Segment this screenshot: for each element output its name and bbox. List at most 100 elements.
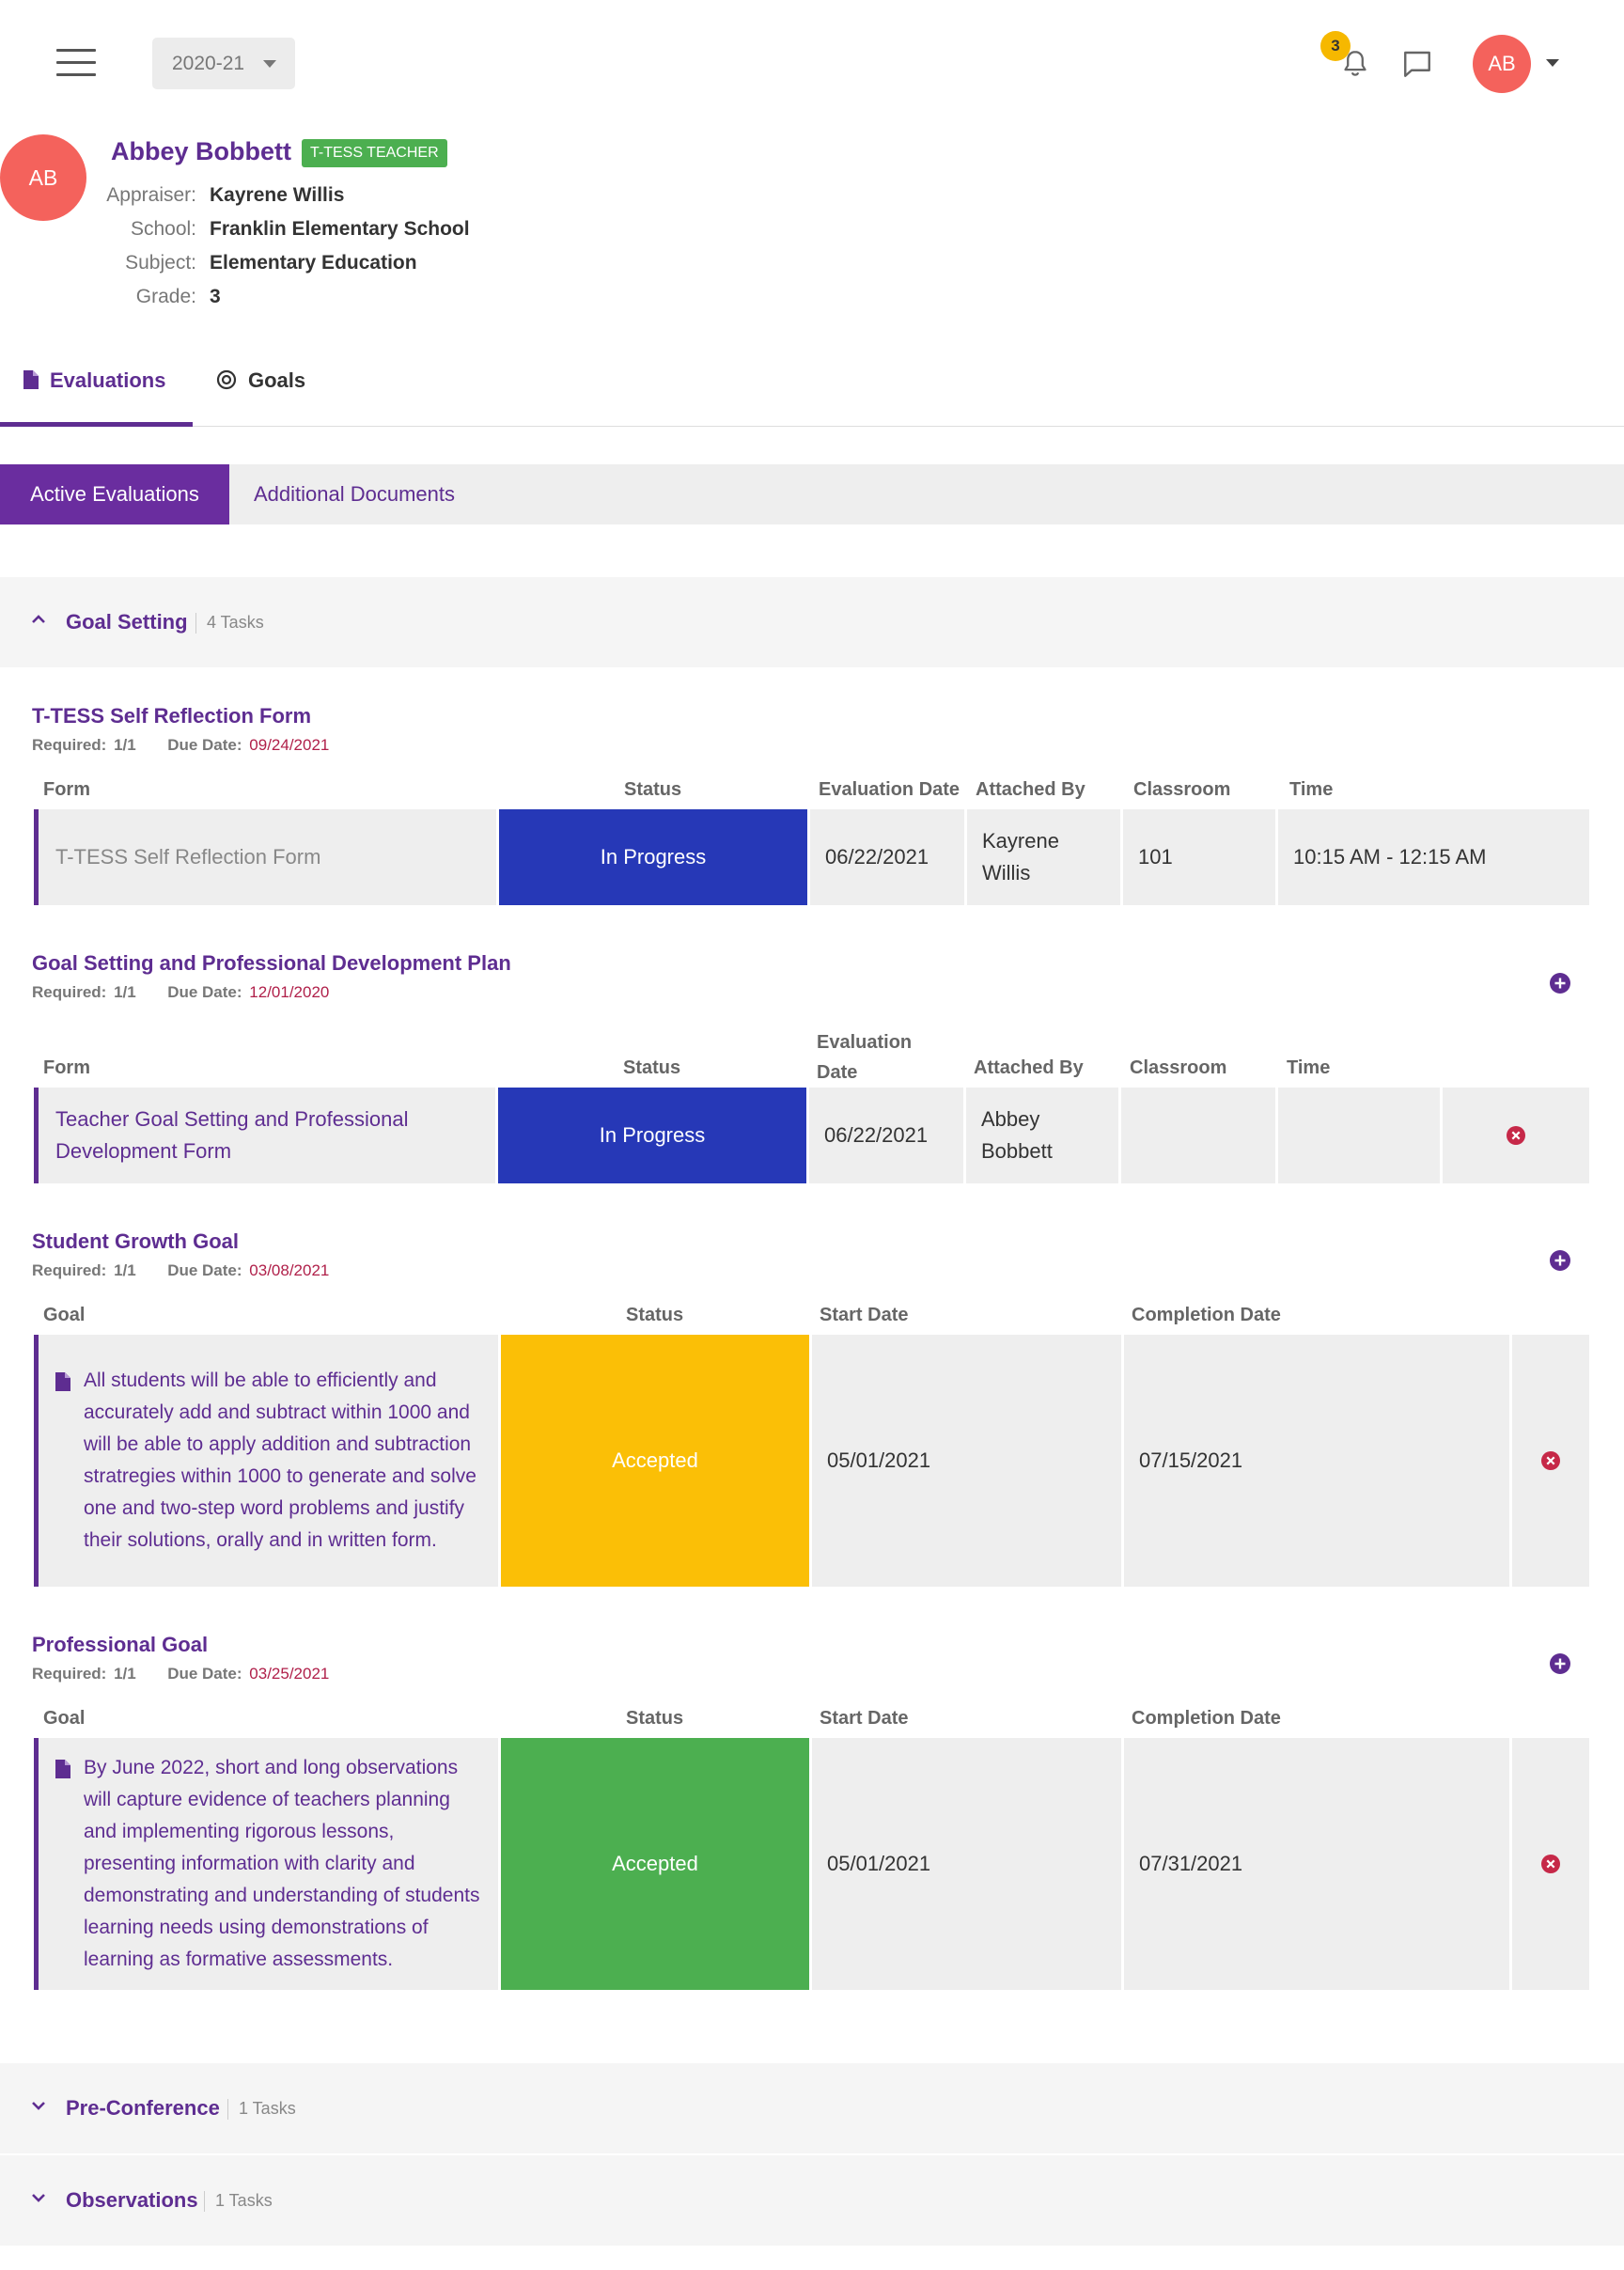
profile-details: Appraiser: Kayrene Willis School: Frankl… xyxy=(56,179,470,314)
start-date: 05/01/2021 xyxy=(827,1448,931,1472)
status-cell[interactable]: Accepted xyxy=(501,1335,809,1587)
attached-by-cell: Kayrene Willis xyxy=(967,809,1120,905)
column-header: Completion Date xyxy=(1132,1708,1281,1729)
document-icon xyxy=(23,370,39,390)
section-task-count: 4 Tasks xyxy=(195,577,264,667)
section-header-goal-setting[interactable]: Goal Setting 4 Tasks xyxy=(0,577,1624,667)
school-year-value: 2020-21 xyxy=(172,53,245,74)
bell-icon[interactable] xyxy=(1339,47,1371,81)
attached-by: Abbey Bobbett xyxy=(981,1107,1053,1163)
column-header: Status xyxy=(624,779,682,800)
task-meta: Required: 1/1 Due Date: 03/08/2021 xyxy=(32,1261,329,1280)
due-date: 03/25/2021 xyxy=(249,1665,330,1683)
time-cell xyxy=(1278,1088,1440,1183)
section-header-observations[interactable]: Observations 1 Tasks xyxy=(0,2155,1624,2246)
evaluation-date: 06/22/2021 xyxy=(824,1123,929,1147)
add-circle-icon[interactable] xyxy=(1549,1249,1571,1272)
chat-icon[interactable] xyxy=(1400,47,1434,81)
evaluation-date-cell: 06/22/2021 xyxy=(809,1088,963,1183)
status-cell[interactable]: Accepted xyxy=(501,1738,809,1990)
tab-evaluations[interactable]: Evaluations xyxy=(0,348,193,427)
form-cell[interactable]: Teacher Goal Setting and Professional De… xyxy=(34,1088,495,1183)
start-date-cell: 05/01/2021 xyxy=(812,1335,1121,1587)
column-header: Evaluation Date xyxy=(819,779,960,800)
goal-cell[interactable]: All students will be able to efficiently… xyxy=(34,1335,498,1587)
required-label: Required: xyxy=(32,983,107,1001)
required-label: Required: xyxy=(32,1665,107,1683)
profile-label: Grade: xyxy=(135,286,196,307)
chevron-down-icon[interactable] xyxy=(1546,59,1559,67)
section-title: Observations xyxy=(66,2188,198,2212)
status-badge: In Progress xyxy=(600,845,707,869)
due-label: Due Date: xyxy=(167,1261,242,1279)
main-tabs: Evaluations Goals xyxy=(0,348,1624,427)
due-label: Due Date: xyxy=(167,736,242,754)
evaluation-date: 06/22/2021 xyxy=(825,845,929,869)
goal-link[interactable]: All students will be able to efficiently… xyxy=(55,1365,487,1557)
profile-value: Kayrene Willis xyxy=(210,184,345,206)
document-icon xyxy=(55,1760,70,1778)
add-circle-icon[interactable] xyxy=(1549,972,1571,994)
goal-text: All students will be able to efficiently… xyxy=(84,1370,476,1551)
task-meta: Required: 1/1 Due Date: 12/01/2020 xyxy=(32,983,329,1002)
section-title: Goal Setting xyxy=(66,610,188,634)
due-label: Due Date: xyxy=(167,1665,242,1683)
completion-date: 07/15/2021 xyxy=(1139,1448,1243,1472)
task-title[interactable]: Professional Goal xyxy=(32,1633,209,1656)
task-title[interactable]: T-TESS Self Reflection Form xyxy=(32,704,312,728)
column-header: Start Date xyxy=(820,1305,909,1325)
section-task-count: 1 Tasks xyxy=(204,2155,273,2246)
tab-additional-documents[interactable]: Additional Documents xyxy=(254,482,456,506)
task-title[interactable]: Goal Setting and Professional Developmen… xyxy=(32,951,511,975)
chevron-down-icon xyxy=(32,2102,45,2110)
profile-row-grade: Grade: 3 xyxy=(56,280,470,314)
school-year-select[interactable]: 2020-21 xyxy=(152,38,295,89)
tab-label: Evaluations xyxy=(50,368,166,392)
goal-text: By June 2022, short and long observation… xyxy=(84,1757,480,1970)
delete-icon[interactable] xyxy=(1540,1450,1561,1471)
column-header: Status xyxy=(623,1057,681,1078)
completion-date-cell: 07/15/2021 xyxy=(1124,1335,1509,1587)
required-label: Required: xyxy=(32,1261,107,1279)
task-meta: Required: 1/1 Due Date: 09/24/2021 xyxy=(32,736,329,755)
delete-cell xyxy=(1443,1088,1589,1183)
profile-row-school: School: Franklin Elementary School xyxy=(56,212,470,246)
profile-avatar: AB xyxy=(0,134,86,221)
section-header-pre-conference[interactable]: Pre-Conference 1 Tasks xyxy=(0,2063,1624,2153)
notification-badge: 3 xyxy=(1320,31,1351,61)
profile-value: 3 xyxy=(210,286,221,307)
form-name[interactable]: T-TESS Self Reflection Form xyxy=(55,845,321,869)
required-value: 1/1 xyxy=(114,983,136,1001)
column-header: Time xyxy=(1287,1057,1331,1078)
form-cell[interactable]: T-TESS Self Reflection Form xyxy=(34,809,496,905)
section-task-count: 1 Tasks xyxy=(227,2063,296,2153)
status-badge: Accepted xyxy=(612,1448,698,1472)
top-bar: 2020-21 3 AB xyxy=(0,0,1624,128)
column-header: Attached By xyxy=(976,779,1085,800)
column-header: Form xyxy=(43,1057,90,1078)
required-value: 1/1 xyxy=(114,736,136,754)
status-cell[interactable]: In Progress xyxy=(499,809,807,905)
status-cell[interactable]: In Progress xyxy=(498,1088,806,1183)
tab-goals[interactable]: Goals xyxy=(216,348,329,427)
table-row: Teacher Goal Setting and Professional De… xyxy=(34,1088,1589,1183)
delete-icon[interactable] xyxy=(1540,1854,1561,1874)
role-badge: T-TESS TEACHER xyxy=(302,139,447,167)
tab-active-evaluations[interactable]: Active Evaluations xyxy=(0,464,229,524)
table-row: All students will be able to efficiently… xyxy=(34,1335,1589,1587)
goal-cell[interactable]: By June 2022, short and long observation… xyxy=(34,1738,498,1990)
goal-link[interactable]: By June 2022, short and long observation… xyxy=(55,1752,487,1976)
start-date-cell: 05/01/2021 xyxy=(812,1738,1121,1990)
required-value: 1/1 xyxy=(114,1261,136,1279)
start-date: 05/01/2021 xyxy=(827,1852,931,1875)
completion-date-cell: 07/31/2021 xyxy=(1124,1738,1509,1990)
form-name[interactable]: Teacher Goal Setting and Professional De… xyxy=(55,1107,409,1163)
add-circle-icon[interactable] xyxy=(1549,1652,1571,1675)
task-title[interactable]: Student Growth Goal xyxy=(32,1229,239,1253)
classroom-cell: 101 xyxy=(1123,809,1275,905)
user-avatar[interactable]: AB xyxy=(1473,35,1531,93)
task-meta: Required: 1/1 Due Date: 03/25/2021 xyxy=(32,1665,329,1683)
delete-icon[interactable] xyxy=(1506,1125,1526,1146)
menu-icon[interactable] xyxy=(56,49,96,77)
required-value: 1/1 xyxy=(114,1665,136,1683)
